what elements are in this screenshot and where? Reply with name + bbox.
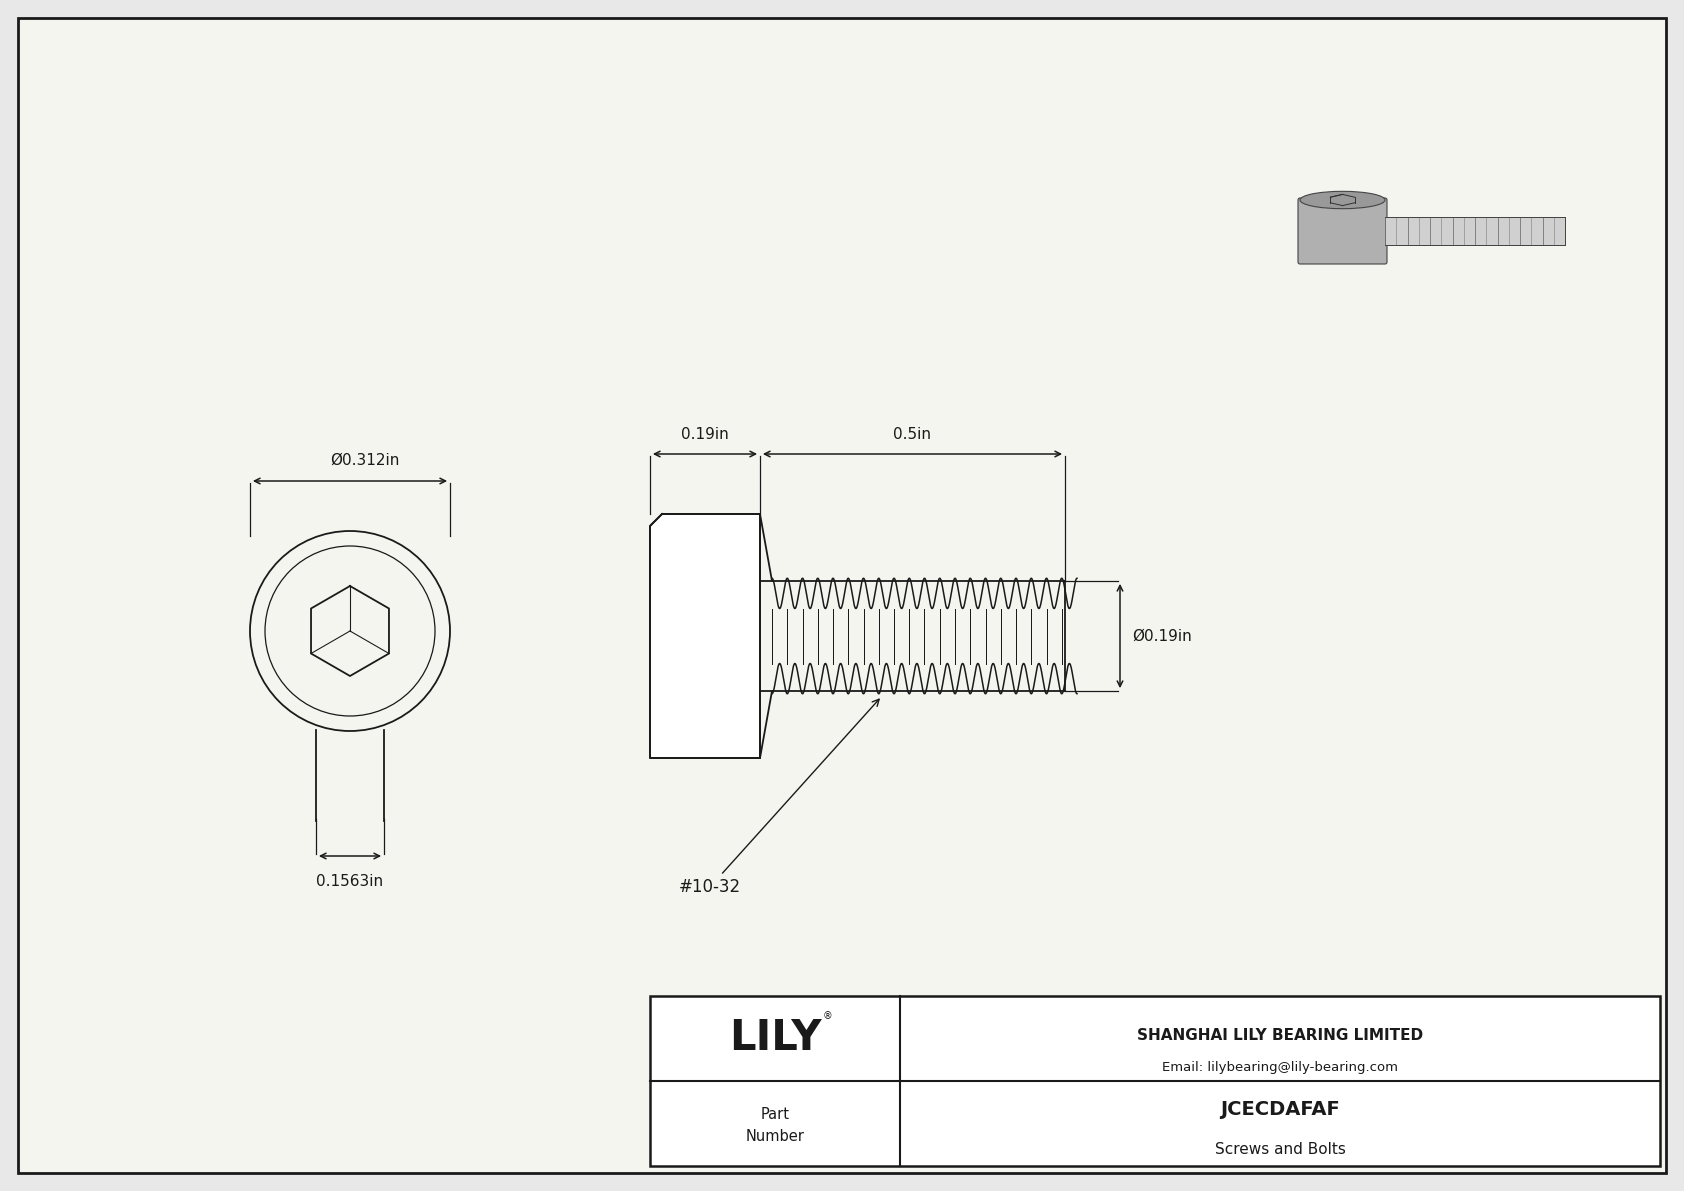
Text: Part
Number: Part Number [746,1106,805,1143]
Text: SHANGHAI LILY BEARING LIMITED: SHANGHAI LILY BEARING LIMITED [1137,1028,1423,1042]
Text: #10-32: #10-32 [679,699,879,896]
Text: JCECDAFAF: JCECDAFAF [1221,1100,1340,1120]
Text: 0.5in: 0.5in [894,428,931,442]
Text: 0.1563in: 0.1563in [317,874,384,888]
FancyBboxPatch shape [1298,198,1388,264]
Text: 0.19in: 0.19in [680,428,729,442]
Text: Email: lilybearing@lily-bearing.com: Email: lilybearing@lily-bearing.com [1162,1061,1398,1074]
Bar [1384,217,1564,245]
Ellipse shape [1300,192,1384,208]
Text: Ø0.312in: Ø0.312in [330,453,399,468]
Text: ®: ® [823,1011,834,1022]
Text: LILY: LILY [729,1017,822,1060]
Bar [650,996,1660,1166]
Polygon shape [650,515,759,757]
Text: Ø0.19in: Ø0.19in [1132,629,1192,643]
Text: Screws and Bolts: Screws and Bolts [1214,1141,1346,1156]
